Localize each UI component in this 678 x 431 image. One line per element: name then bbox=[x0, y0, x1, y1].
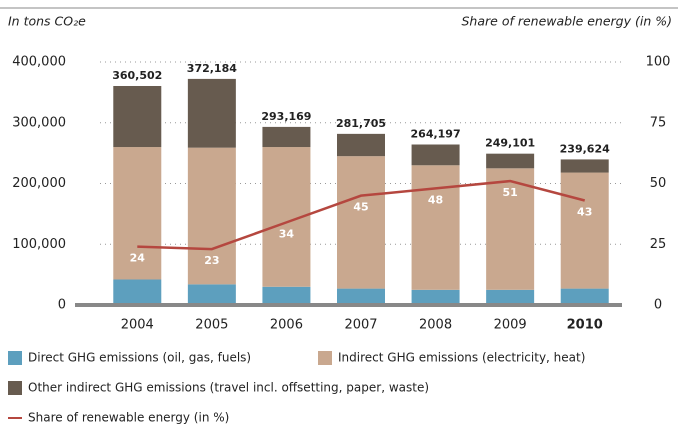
bar-segment bbox=[187, 78, 236, 148]
bar-segment bbox=[113, 147, 162, 280]
line-label: 24 bbox=[130, 252, 146, 265]
y-tick-label: 300,000 bbox=[12, 115, 66, 130]
bar-segment bbox=[411, 165, 460, 290]
bar-segment bbox=[486, 168, 535, 290]
bar-segment bbox=[262, 286, 311, 305]
bar-segment bbox=[337, 288, 385, 305]
total-label: 372,184 bbox=[187, 62, 237, 75]
total-label: 264,197 bbox=[411, 128, 461, 141]
y2-axis-label: Share of renewable energy (in %) bbox=[462, 14, 673, 29]
y2-tick-label: 25 bbox=[650, 237, 667, 252]
x-tick-label: 2004 bbox=[121, 318, 154, 333]
y-tick-label: 200,000 bbox=[12, 176, 66, 191]
bar-segment bbox=[187, 147, 236, 285]
x-tick-label: 2005 bbox=[195, 318, 228, 333]
bar-segment bbox=[560, 288, 609, 305]
line-label: 51 bbox=[502, 186, 517, 199]
line-label: 34 bbox=[279, 227, 295, 240]
line-label: 23 bbox=[204, 254, 219, 267]
bar-segment bbox=[411, 144, 460, 166]
y2-tick-label: 50 bbox=[650, 176, 667, 191]
total-label: 249,101 bbox=[485, 137, 535, 150]
bar-segment bbox=[337, 156, 385, 289]
bar-segment bbox=[113, 85, 162, 148]
line-label: 48 bbox=[428, 193, 443, 206]
legend-swatch bbox=[8, 351, 22, 365]
total-label: 281,705 bbox=[336, 117, 386, 130]
x-tick-label: 2010 bbox=[567, 318, 603, 333]
bar-segment bbox=[486, 153, 535, 169]
total-label: 293,169 bbox=[261, 110, 311, 123]
x-tick-label: 2009 bbox=[494, 318, 527, 333]
bar-segment bbox=[337, 133, 385, 157]
x-tick-label: 2006 bbox=[270, 318, 303, 333]
y-tick-label: 0 bbox=[58, 298, 66, 313]
line-label: 45 bbox=[353, 201, 368, 214]
bar-segment bbox=[560, 159, 609, 173]
total-label: 360,502 bbox=[112, 69, 162, 82]
x-tick-label: 2007 bbox=[344, 318, 377, 333]
bar-segment bbox=[486, 289, 535, 305]
y-tick-label: 100,000 bbox=[12, 237, 66, 252]
legend-label: Indirect GHG emissions (electricity, hea… bbox=[338, 351, 585, 365]
bar-segment bbox=[262, 126, 311, 148]
y2-tick-label: 75 bbox=[650, 115, 667, 130]
line-series bbox=[137, 179, 586, 251]
bar-segment bbox=[560, 172, 609, 289]
legend-label: Share of renewable energy (in %) bbox=[28, 411, 229, 425]
total-label: 239,624 bbox=[560, 142, 610, 155]
y-axis-label: In tons CO₂e bbox=[8, 14, 86, 29]
line-label: 43 bbox=[577, 206, 592, 219]
legend-label: Other indirect GHG emissions (travel inc… bbox=[28, 381, 429, 395]
bar-segment bbox=[187, 284, 236, 305]
bar-segment bbox=[411, 289, 460, 305]
bar-segment bbox=[113, 279, 162, 305]
legend-label: Direct GHG emissions (oil, gas, fuels) bbox=[28, 351, 251, 365]
y-tick-label: 400,000 bbox=[12, 55, 66, 70]
y2-tick-label: 0 bbox=[654, 298, 662, 313]
y2-tick-label: 100 bbox=[646, 55, 671, 70]
legend-swatch bbox=[318, 351, 332, 365]
legend-swatch bbox=[8, 381, 22, 395]
x-tick-label: 2008 bbox=[419, 318, 452, 333]
